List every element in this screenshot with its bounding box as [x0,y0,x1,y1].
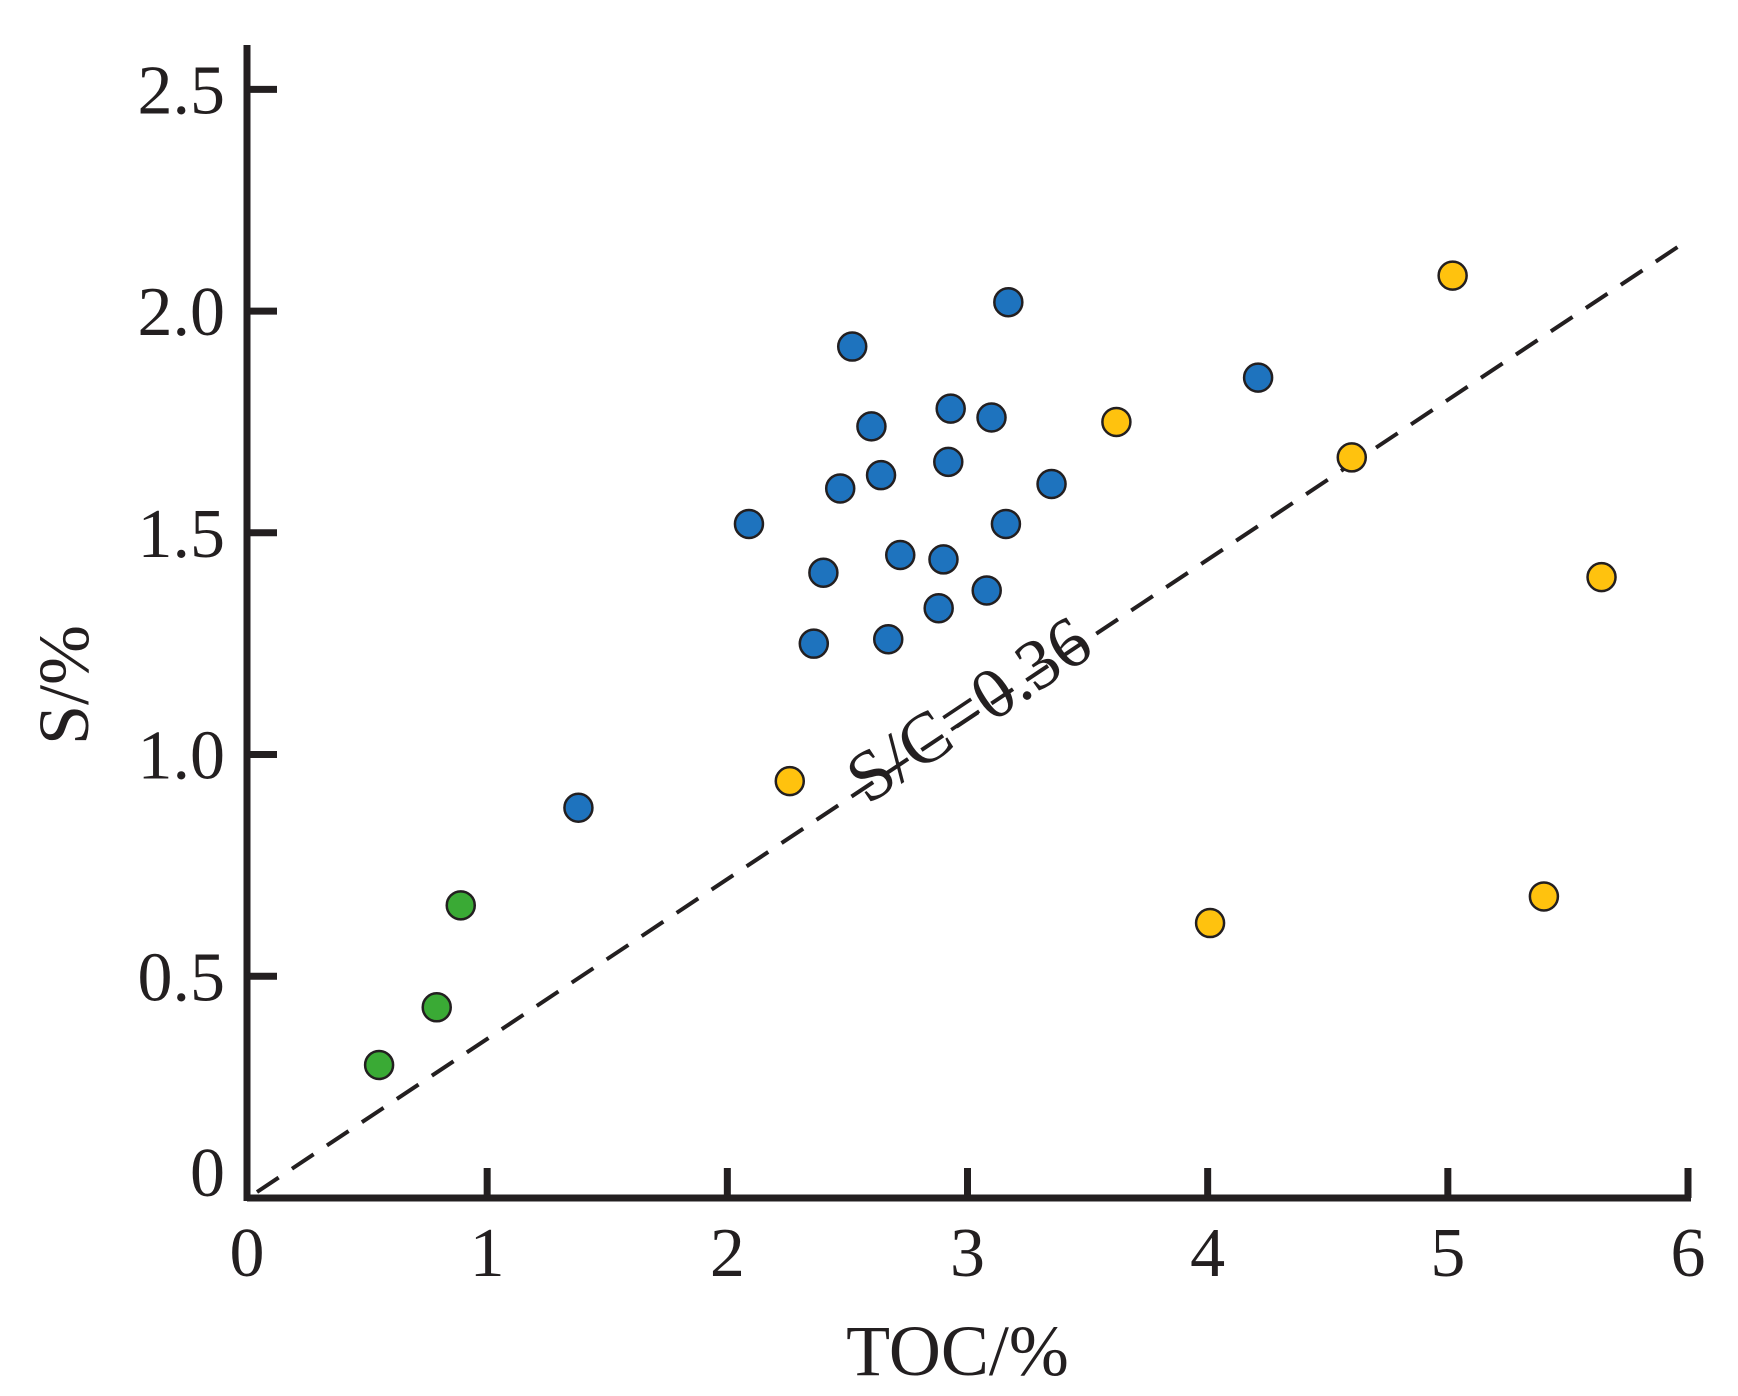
y-tick-label: 2.0 [138,274,226,351]
data-point-yellow [1586,561,1617,593]
x-tick-label: 1 [470,1215,505,1292]
data-point-green [421,992,452,1023]
reference-line [255,238,1690,1194]
reference-line-label: S/C=0.36 [832,600,1105,819]
data-point-blue [928,544,959,575]
data-point-blue [836,331,868,362]
data-point-yellow [1336,442,1368,473]
data-point-blue [1036,468,1067,500]
x-tick-label: 2 [710,1215,745,1292]
x-tick-label: 0 [230,1215,265,1292]
reference-line-group [255,238,1690,1194]
data-point-blue [824,473,856,504]
data-point-yellow [1194,907,1226,939]
x-tick-label: 5 [1430,1215,1465,1292]
x-tick-label: 3 [950,1215,985,1292]
y-tick-label: 2.5 [138,52,226,129]
data-point-yellow [1101,406,1132,438]
data-point-blue [990,508,1022,540]
data-point-blue [798,628,830,659]
y-tick-label: 1.0 [138,718,226,795]
y-tick-label: 0.5 [138,939,226,1016]
data-point-blue [993,286,1024,318]
data-point-blue [933,446,964,478]
x-axis-title: TOC/% [846,1311,1069,1391]
data-point-yellow [1528,881,1560,912]
data-point-yellow [1437,260,1468,291]
data-point-blue [865,459,897,491]
data-point-blue [856,411,887,442]
y-axis-title: S/% [24,625,104,745]
data-points-group [363,260,1617,1081]
data-point-blue [733,508,765,540]
data-point-blue [923,592,954,624]
data-point-blue [971,575,1002,606]
data-point-blue [563,792,594,824]
x-tick-label: 4 [1190,1215,1225,1292]
data-point-blue [808,557,839,588]
y-tick-label: 0 [190,1135,225,1212]
data-point-blue [976,402,1007,433]
data-point-green [445,890,476,921]
data-point-blue [1242,362,1274,393]
x-tick-label: 6 [1671,1215,1706,1292]
data-point-blue [872,623,904,655]
data-point-green [363,1049,395,1081]
axes-group: 0 1 2 3 4 5 6 0 0.5 1.0 1.5 2.0 2.5 [138,45,1706,1292]
data-point-blue [935,393,966,424]
data-point-yellow [774,765,806,797]
y-tick-label: 1.5 [138,496,226,573]
data-point-blue [885,539,916,571]
